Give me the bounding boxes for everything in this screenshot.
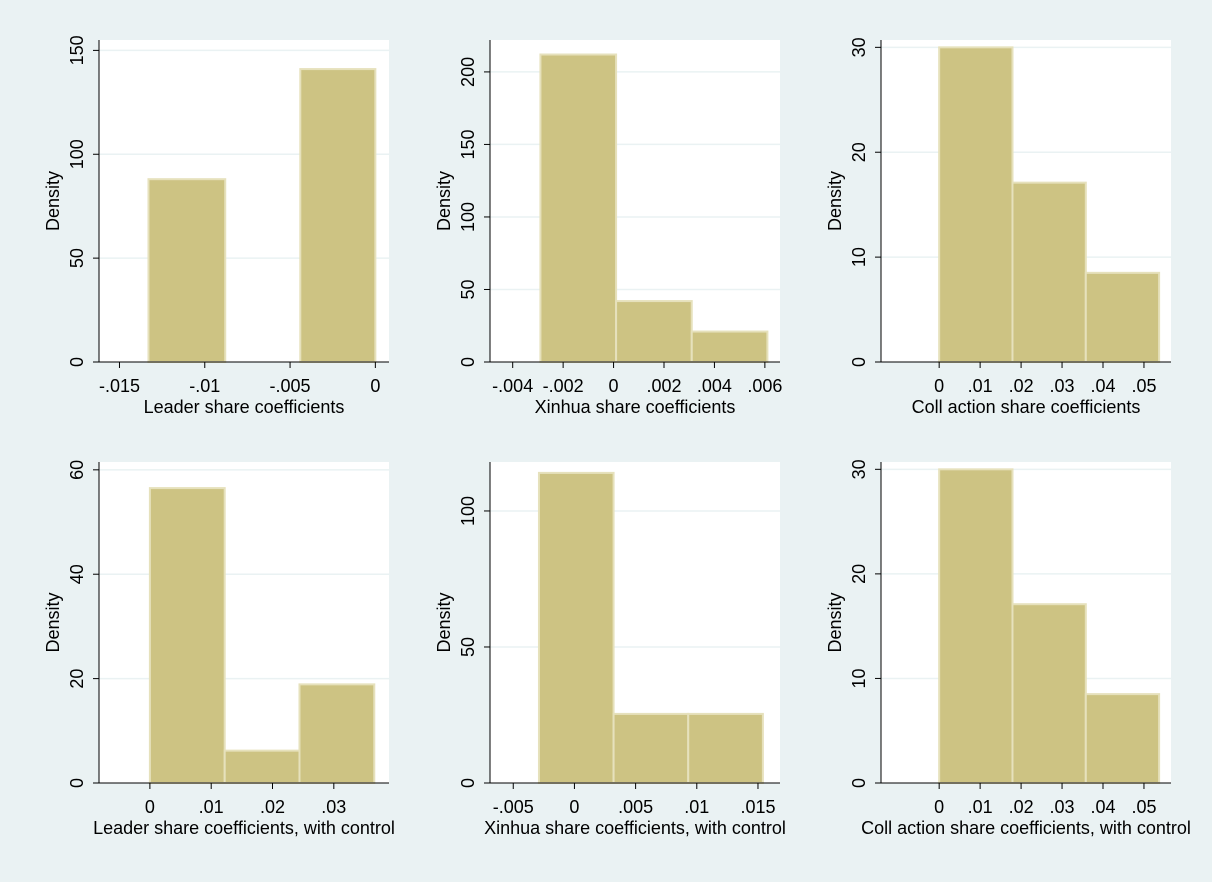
x-tick-label: .03 <box>1050 376 1075 396</box>
x-tick-label: 0 <box>569 797 579 817</box>
x-tick-label: .02 <box>1009 376 1034 396</box>
x-tick-label: .01 <box>684 797 709 817</box>
histogram-bar <box>298 683 376 784</box>
y-axis-title: Density <box>825 171 845 231</box>
x-tick-label: .002 <box>646 376 681 396</box>
y-tick-label: 50 <box>458 637 478 657</box>
x-tick-label: -.004 <box>492 376 533 396</box>
y-tick-label: 10 <box>849 668 869 688</box>
histogram-bar <box>690 330 769 363</box>
histogram-bar <box>612 712 690 784</box>
x-axis-title: Coll action share coefficients, with con… <box>861 818 1191 838</box>
y-tick-label: 20 <box>849 142 869 162</box>
y-tick-label: 40 <box>67 564 87 584</box>
y-tick-label: 100 <box>458 202 478 232</box>
y-tick-label: 150 <box>458 129 478 159</box>
x-axis-title: Leader share coefficients <box>144 397 345 417</box>
x-axis-title: Leader share coefficients, with control <box>93 818 395 838</box>
y-tick-label: 100 <box>458 496 478 526</box>
histogram-bar <box>1084 271 1161 363</box>
x-tick-label: .01 <box>199 797 224 817</box>
y-tick-label: 150 <box>67 35 87 65</box>
x-tick-label: -.01 <box>189 376 220 396</box>
y-axis-title: Density <box>434 592 454 652</box>
x-tick-label: .03 <box>321 797 346 817</box>
x-tick-label: .03 <box>1050 797 1075 817</box>
x-axis-title: Xinhua share coefficients <box>535 397 736 417</box>
x-tick-label: 0 <box>145 797 155 817</box>
y-tick-label: 10 <box>849 247 869 267</box>
x-tick-label: .04 <box>1090 376 1115 396</box>
y-axis-title: Density <box>43 592 63 652</box>
x-tick-label: 0 <box>370 376 380 396</box>
x-tick-label: .015 <box>740 797 775 817</box>
histogram-bar <box>537 471 615 784</box>
x-axis-title: Coll action share coefficients <box>912 397 1141 417</box>
x-tick-label: -.005 <box>493 797 534 817</box>
x-tick-label: .05 <box>1131 376 1156 396</box>
y-tick-label: 0 <box>458 357 478 367</box>
x-tick-label: .04 <box>1090 797 1115 817</box>
x-tick-label: .02 <box>1009 797 1034 817</box>
histogram-bar <box>1011 181 1087 363</box>
x-tick-label: -.015 <box>99 376 140 396</box>
histogram-bar <box>1084 693 1161 784</box>
x-tick-label: -.002 <box>543 376 584 396</box>
y-tick-label: 20 <box>67 669 87 689</box>
x-tick-label: .01 <box>968 376 993 396</box>
y-tick-label: 60 <box>67 460 87 480</box>
y-tick-label: 30 <box>849 459 869 479</box>
x-tick-label: .05 <box>1131 797 1156 817</box>
x-tick-label: .01 <box>968 797 993 817</box>
x-tick-label: .004 <box>697 376 732 396</box>
histogram-panel-xinhua-share: 0 50 100 150 200 -.004 -.002 0 .002 .004 .006 Xinhu… <box>434 40 782 417</box>
histogram-bar <box>299 68 377 364</box>
y-tick-label: 0 <box>458 778 478 788</box>
x-axis-title: Xinhua share coefficients, with control <box>484 818 786 838</box>
x-tick-label: .02 <box>260 797 285 817</box>
y-tick-label: 20 <box>849 564 869 584</box>
y-tick-label: 200 <box>458 57 478 87</box>
y-axis-title: Density <box>434 171 454 231</box>
histogram-bar <box>148 487 226 784</box>
histogram-bar <box>223 749 301 785</box>
histogram-bar <box>539 53 618 363</box>
y-tick-label: 0 <box>849 357 869 367</box>
y-tick-label: 50 <box>67 248 87 268</box>
histogram-bar <box>687 712 764 784</box>
y-tick-label: 100 <box>67 139 87 169</box>
x-tick-label: .006 <box>747 376 782 396</box>
y-tick-label: 0 <box>849 778 869 788</box>
y-tick-label: 50 <box>458 279 478 299</box>
y-tick-label: 30 <box>849 37 869 57</box>
x-tick-label: .005 <box>618 797 653 817</box>
histogram-bar <box>938 468 1014 784</box>
histogram-bar <box>615 300 693 364</box>
histogram-bar <box>1011 603 1087 785</box>
x-tick-label: 0 <box>934 376 944 396</box>
y-tick-label: 0 <box>67 357 87 367</box>
x-tick-label: 0 <box>934 797 944 817</box>
y-tick-label: 0 <box>67 778 87 788</box>
histogram-bar <box>938 46 1014 364</box>
histogram-bar <box>147 178 227 363</box>
x-tick-label: 0 <box>609 376 619 396</box>
histogram-panel-leader-share: 0 50 100 150 -.015 -.01 -.005 0 Leader share coe… <box>43 35 389 417</box>
x-tick-label: -.005 <box>270 376 311 396</box>
y-axis-title: Density <box>43 171 63 231</box>
y-axis-title: Density <box>825 592 845 652</box>
